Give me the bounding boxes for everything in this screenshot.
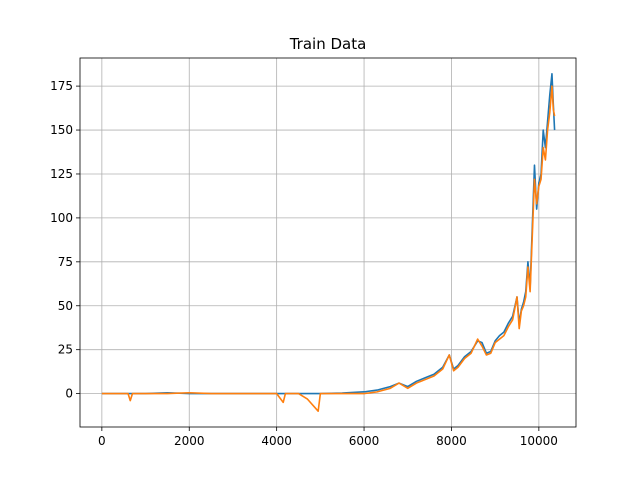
- chart-title: Train Data: [289, 35, 367, 53]
- y-tick-label: 125: [50, 167, 73, 181]
- series-layer: [101, 73, 556, 412]
- x-tick-label: 4000: [261, 434, 292, 448]
- x-tick-label: 2000: [174, 434, 205, 448]
- x-tick-label: 10000: [520, 434, 558, 448]
- axes-background: [80, 58, 576, 427]
- series-line-2: [101, 85, 556, 412]
- axes-frame: [79, 57, 577, 428]
- y-tick-label: 0: [65, 387, 73, 401]
- y-tick-label: 150: [50, 123, 73, 137]
- y-tick-label: 100: [50, 211, 73, 225]
- ticks: 0 2000 4000 6000 8000 10000 0 25 50 75 100 125 150 17…: [50, 79, 558, 448]
- y-tick-label: 75: [58, 255, 73, 269]
- x-tick-label: 6000: [349, 434, 380, 448]
- x-tick-label: 0: [98, 434, 106, 448]
- y-tick-label: 175: [50, 79, 73, 93]
- y-tick-label: 50: [58, 299, 73, 313]
- y-tick-label: 25: [58, 343, 73, 357]
- x-tick-label: 8000: [436, 434, 467, 448]
- grid: [80, 58, 576, 427]
